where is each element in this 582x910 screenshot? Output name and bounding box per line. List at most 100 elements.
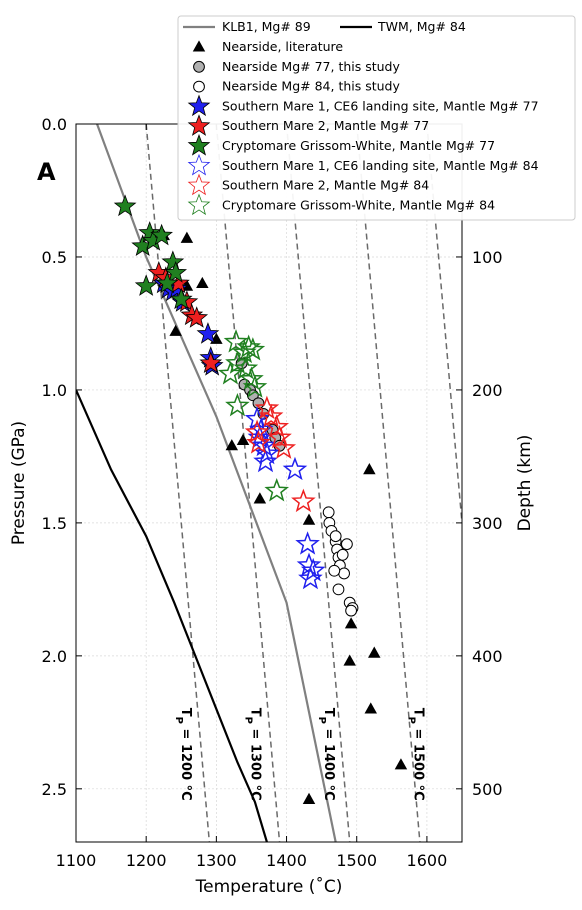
- depth-tick-label-3: 400: [472, 647, 503, 666]
- data-point-8-8: [242, 374, 268, 398]
- adiabat-label-3: TP = 1500 °C: [406, 708, 426, 801]
- adiabat-label-value: = 1500 °C: [410, 724, 425, 801]
- data-point-2-7: [338, 567, 350, 580]
- x-tick-label-0: 1100: [56, 851, 97, 870]
- depth-tick-label-2: 300: [472, 514, 503, 533]
- adiabat-label-symbol: T: [321, 708, 336, 717]
- data-point-6-4: [254, 440, 280, 465]
- data-point-0-5: [169, 324, 182, 336]
- x-tick-label-1: 1200: [126, 851, 167, 870]
- legend-label-10: Cryptomare Grissom-White, Mantle Mg# 84: [222, 197, 495, 212]
- adiabat-line-1: [215, 124, 281, 842]
- y-tick-label-4: 2.0: [42, 647, 67, 666]
- data-point-2-11: [345, 604, 358, 617]
- legend-swatch-3: [193, 60, 205, 73]
- adiabat-label-value: = 1400 °C: [321, 724, 336, 801]
- x-tick-label-4: 1500: [336, 851, 377, 870]
- data-point-7-7: [291, 488, 316, 513]
- adiabat-label-value: = 1300 °C: [247, 724, 262, 801]
- adiabat-label-subscript: P: [173, 717, 184, 724]
- data-point-0-14: [368, 646, 381, 658]
- data-point-7-1: [258, 403, 284, 427]
- legend-swatch-10: [187, 193, 211, 216]
- data-point-8-6: [233, 355, 259, 380]
- x-axis-title: Temperature (˚C): [195, 876, 343, 897]
- legend-swatch-2: [192, 40, 206, 52]
- data-point-2-13: [329, 530, 342, 543]
- legend-swatch-9: [187, 173, 211, 196]
- data-point-5-4: [150, 223, 173, 246]
- data-point-2-8: [332, 583, 345, 596]
- adiabat-label-subscript: P: [243, 717, 254, 724]
- data-point-0-7: [236, 433, 250, 445]
- legend-label-3: Nearside Mg# 77, this study: [222, 59, 400, 74]
- panel-letter: A: [37, 158, 56, 186]
- legend-swatch-8: [187, 153, 211, 176]
- y-tick-label-2: 1.0: [42, 381, 67, 400]
- data-point-0-8: [225, 439, 239, 451]
- adiabat-label-symbol: T: [178, 708, 193, 717]
- data-point-5-0: [113, 194, 137, 217]
- y-tick-label-0: 0.0: [42, 115, 67, 134]
- adiabat-label-1: TP = 1300 °C: [243, 708, 263, 801]
- data-point-2-14: [336, 548, 349, 561]
- series-5: [113, 194, 193, 310]
- adiabat-label-symbol: T: [410, 708, 425, 717]
- data-point-0-17: [302, 792, 316, 804]
- adiabat-line-4: [426, 124, 462, 523]
- legend-swatch-7: [187, 134, 211, 156]
- data-point-7-6: [271, 435, 297, 459]
- grid-layer: [75, 123, 462, 842]
- legend-label-0: KLB1, Mg# 89: [222, 19, 311, 34]
- data-point-8-3: [240, 337, 266, 361]
- adiabat-line-3: [355, 124, 421, 842]
- data-point-5-5: [134, 274, 158, 296]
- curve-line-0: [96, 124, 337, 842]
- adiabat-label-value: = 1200 °C: [178, 724, 193, 801]
- x-tick-label-5: 1600: [407, 851, 448, 870]
- data-point-8-9: [225, 392, 250, 417]
- y-tick-label-1: 0.5: [42, 248, 67, 267]
- melting-curve-layer: [76, 124, 337, 842]
- legend-swatch-4: [193, 80, 205, 93]
- data-point-4-5: [185, 306, 209, 328]
- data-point-2-12: [328, 564, 341, 577]
- adiabat-label-2: TP = 1400 °C: [317, 708, 337, 801]
- legend-label-4: Nearside Mg# 84, this study: [222, 79, 400, 94]
- data-point-0-1: [180, 231, 194, 243]
- data-point-6-7: [295, 531, 320, 555]
- adiabat-label-subscript: P: [406, 717, 417, 724]
- data-point-4-6: [199, 351, 223, 373]
- legend-label-9: Southern Mare 2, Mantle Mg# 84: [222, 178, 429, 193]
- data-point-5-9: [169, 287, 193, 310]
- data-point-5-6: [161, 250, 185, 272]
- adiabat-label-subscript: P: [317, 717, 328, 724]
- data-point-8-5: [218, 361, 243, 385]
- series-7: [244, 395, 316, 513]
- legend-label-8: Southern Mare 1, CE6 landing site, Mantl…: [222, 158, 539, 173]
- data-point-5-8: [155, 271, 179, 294]
- legend-label-7: Cryptomare Grissom-White, Mantle Mg# 77: [222, 138, 495, 153]
- legend-label-2: Nearside, literature: [222, 39, 343, 54]
- legend: KLB1, Mg# 89 TWM, Mg# 84 Nearside, literat…: [177, 15, 576, 221]
- legend-swatch-5: [187, 94, 211, 117]
- x-tick-label-2: 1300: [196, 851, 237, 870]
- data-point-6-6: [282, 456, 308, 481]
- plot-frame: [75, 123, 463, 843]
- data-point-0-10: [302, 513, 316, 525]
- data-point-6-10: [298, 565, 323, 590]
- legend-label-6: Southern Mare 2, Mantle Mg# 77: [222, 118, 429, 133]
- data-point-2-15: [341, 538, 353, 551]
- adiabat-label-symbol: T: [247, 708, 262, 717]
- data-point-7-5: [267, 424, 292, 449]
- legend-label-1: TWM, Mg# 84: [377, 19, 466, 34]
- data-point-0-12: [344, 617, 358, 629]
- data-point-0-4: [196, 276, 209, 289]
- series-2: [322, 506, 359, 617]
- x-tick-label-3: 1400: [266, 851, 307, 870]
- data-point-8-10: [264, 478, 290, 502]
- y-tick-label-5: 2.5: [42, 780, 67, 799]
- adiabat-label-0: TP = 1200 °C: [173, 708, 193, 801]
- data-point-6-5: [253, 448, 278, 473]
